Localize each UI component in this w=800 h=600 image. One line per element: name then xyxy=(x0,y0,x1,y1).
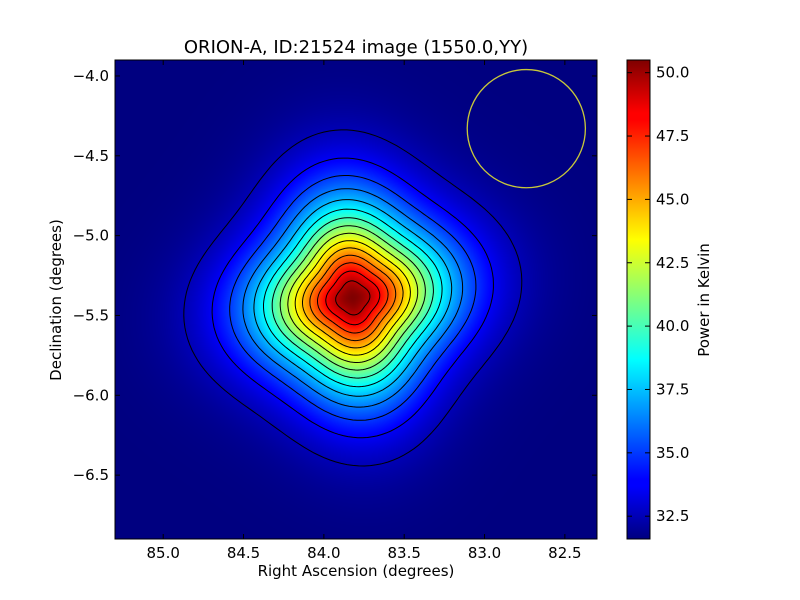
contour-line-7 xyxy=(271,217,434,379)
x-tick-label: 83.5 xyxy=(387,544,420,562)
colorbar-tick-label: 37.5 xyxy=(656,380,689,398)
x-tick-label: 83.0 xyxy=(468,544,501,562)
colorbar-tick-label: 47.5 xyxy=(656,127,689,145)
heatmap-image xyxy=(115,60,597,539)
colorbar-tick-label: 42.5 xyxy=(656,254,689,272)
chart-title: ORION-A, ID:21524 image (1550.0,YY) xyxy=(184,37,528,58)
contour-line-6 xyxy=(263,208,443,388)
contour-line-9 xyxy=(287,232,419,363)
colorbar-tick-label: 45.0 xyxy=(656,190,689,208)
contour-line-1 xyxy=(183,129,523,467)
contour-line-14 xyxy=(325,270,381,326)
y-tick-label: −4.0 xyxy=(73,67,109,85)
contour-line-13 xyxy=(317,262,389,334)
x-tick-label: 85.0 xyxy=(146,544,179,562)
contour-line-4 xyxy=(242,188,464,408)
colorbar-label: Power in Kelvin xyxy=(695,243,713,357)
contour-line-11 xyxy=(302,247,404,349)
colorbar-tick-label: 32.5 xyxy=(656,507,689,525)
colorbar-ticks: 32.5 35.0 37.5 40.0 42.5 45.0 47.5 50.0 xyxy=(627,64,689,525)
x-axis-ticks: 85.0 84.5 84.0 83.5 83.0 82.5 xyxy=(146,60,582,562)
colorbar-tick-label: 35.0 xyxy=(656,444,689,462)
contour-line-2 xyxy=(211,157,494,439)
y-tick-label: −4.5 xyxy=(73,147,109,165)
colorbar-tick-label: 50.0 xyxy=(656,64,689,82)
colorbar-gradient xyxy=(626,59,651,540)
x-tick-label: 82.5 xyxy=(548,544,581,562)
y-tick-label: −5.0 xyxy=(73,227,109,245)
beam-circle xyxy=(466,68,587,189)
contour-line-15 xyxy=(335,280,371,316)
y-axis-label: Declination (degrees) xyxy=(47,219,65,381)
contour-line-5 xyxy=(253,199,453,397)
y-axis-ticks: −4.0 −4.5 −5.0 −5.5 −6.0 −6.5 xyxy=(73,67,597,484)
y-tick-label: −6.5 xyxy=(73,466,109,484)
plot-area xyxy=(114,59,598,540)
contour-lines xyxy=(183,129,523,467)
y-tick-label: −5.5 xyxy=(73,306,109,324)
x-tick-label: 84.5 xyxy=(227,544,260,562)
contour-line-12 xyxy=(309,254,397,342)
y-tick-label: −6.0 xyxy=(73,386,109,404)
contour-line-10 xyxy=(294,240,411,356)
contour-line-8 xyxy=(279,225,426,371)
x-tick-label: 84.0 xyxy=(307,544,340,562)
plot-frame xyxy=(114,59,598,540)
contour-line-3 xyxy=(229,175,477,421)
x-axis-label: Right Ascension (degrees) xyxy=(258,562,455,580)
colorbar: 32.5 35.0 37.5 40.0 42.5 45.0 47.5 50.0 Power i… xyxy=(626,59,713,540)
colorbar-tick-label: 40.0 xyxy=(656,317,689,335)
